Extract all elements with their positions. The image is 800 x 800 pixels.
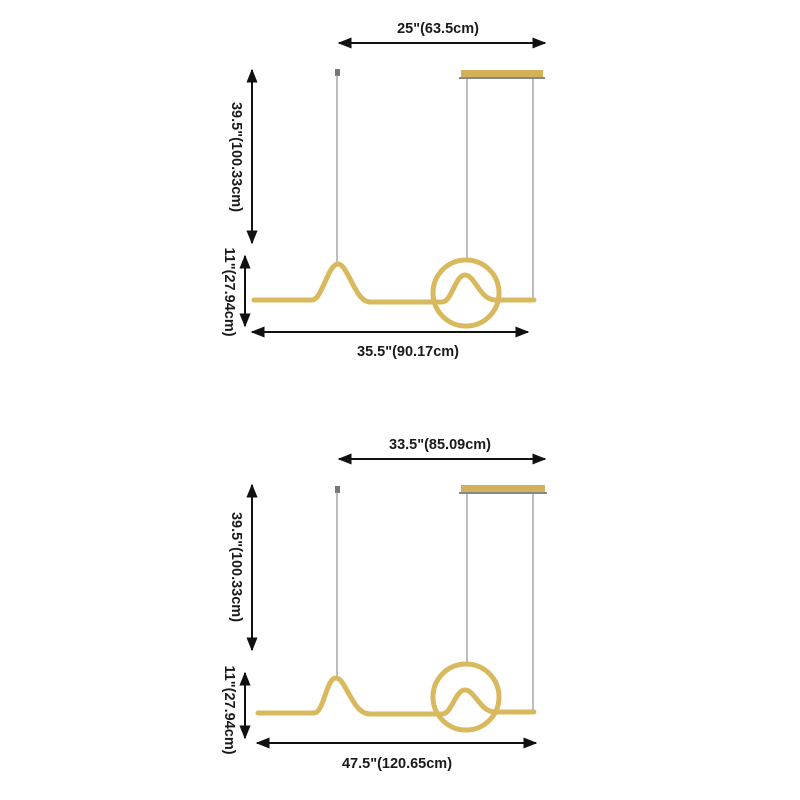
cable-length-label: 39.5"(100.33cm): [228, 102, 244, 212]
pendant-light: [251, 69, 545, 329]
overall-width-label: 47.5"(120.65cm): [342, 756, 452, 772]
canopy-base: [459, 77, 545, 79]
cable-length-label: 39.5"(100.33cm): [228, 512, 244, 622]
ring-light: [430, 661, 502, 733]
canopy: [461, 485, 545, 492]
wave-light: [251, 261, 537, 305]
canopy-width-label: 33.5"(85.09cm): [389, 437, 491, 453]
canopy-base: [459, 492, 547, 494]
ring-light: [430, 257, 502, 329]
wave-light: [255, 675, 537, 717]
pendant-diagram-large: 33.5"(85.09cm) 39.5"(100.33cm) 11"(27.94…: [221, 437, 547, 772]
cable-cap: [335, 486, 340, 493]
fixture-height-label: 11"(27.94cm): [221, 247, 237, 336]
fixture-height-label: 11"(27.94cm): [221, 665, 237, 754]
pendant-diagram-small: 25"(63.5cm) 39.5"(100.33cm) 11"(27.94cm)…: [221, 21, 547, 360]
canopy: [461, 70, 543, 77]
canopy-width-label: 25"(63.5cm): [397, 21, 479, 37]
pendant-light: [255, 485, 547, 733]
overall-width-label: 35.5"(90.17cm): [357, 344, 459, 360]
cable-cap: [335, 69, 340, 76]
